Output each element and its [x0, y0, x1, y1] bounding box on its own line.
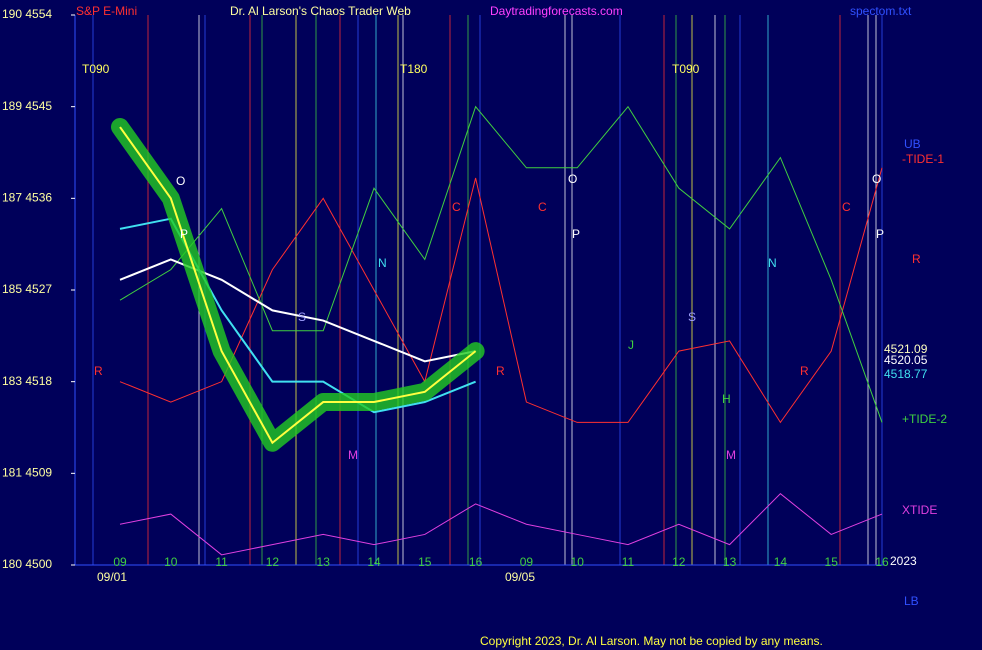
- annotation: M: [726, 448, 736, 462]
- annotation: R: [800, 364, 809, 378]
- annotation: J: [628, 338, 634, 352]
- x-tick-label: 14: [774, 555, 788, 569]
- annotation: N: [378, 256, 387, 270]
- x-tick-label: 10: [164, 555, 178, 569]
- last-value-label: 4520.05: [884, 353, 928, 367]
- annotation: O: [176, 174, 185, 188]
- x-tick-label: 15: [418, 555, 432, 569]
- right-label: LB: [904, 594, 919, 608]
- x-tick-label: 12: [266, 555, 280, 569]
- series-line: [119, 258, 476, 363]
- x-tick-label: 13: [723, 555, 737, 569]
- date-label: 09/05: [505, 570, 535, 584]
- annotation: C: [842, 200, 851, 214]
- year: 2023: [890, 554, 917, 568]
- annotation: T180: [400, 62, 428, 76]
- x-tick-label: 11: [622, 555, 635, 569]
- x-tick-label: 09: [113, 555, 127, 569]
- annotation: C: [452, 200, 461, 214]
- annotation: P: [180, 227, 188, 241]
- annotation: H: [722, 392, 731, 406]
- x-tick-label: 14: [367, 555, 381, 569]
- x-tick-label: 12: [672, 555, 686, 569]
- annotation: C: [538, 200, 547, 214]
- file-name: spectom.txt: [850, 4, 912, 18]
- x-tick-label: 11: [215, 555, 228, 569]
- annotation: M: [348, 448, 358, 462]
- series-line: [119, 126, 477, 445]
- symbol: S&P E-Mini: [76, 4, 137, 18]
- right-label: UB: [904, 137, 921, 151]
- annotation: P: [572, 227, 580, 241]
- y-tick-label: 181 4509: [2, 466, 52, 480]
- chart-title: Dr. Al Larson's Chaos Trader Web: [230, 4, 411, 18]
- date-label: 09/01: [97, 570, 127, 584]
- annotation: P: [876, 227, 884, 241]
- series-line: [119, 493, 883, 556]
- annotation: R: [94, 364, 103, 378]
- annotation: S: [298, 310, 306, 324]
- x-tick-label: 15: [825, 555, 839, 569]
- x-tick-label: 10: [571, 555, 585, 569]
- annotation: N: [768, 256, 777, 270]
- copyright: Copyright 2023, Dr. Al Larson. May not b…: [480, 634, 823, 648]
- y-tick-label: 189 4545: [2, 99, 52, 113]
- annotation: T090: [672, 62, 700, 76]
- last-value-label: 4518.77: [884, 367, 928, 381]
- y-tick-label: 187 4536: [2, 191, 52, 205]
- annotation: O: [568, 172, 577, 186]
- annotation: S: [688, 310, 696, 324]
- x-tick-label: 09: [520, 555, 534, 569]
- right-label: -TIDE-1: [902, 152, 944, 166]
- right-label: R: [912, 252, 921, 266]
- last-value-label: 4521.09: [884, 342, 928, 356]
- x-tick-label: 13: [317, 555, 331, 569]
- x-tick-label: 16: [469, 555, 483, 569]
- series-line: [119, 167, 883, 424]
- annotation: R: [496, 364, 505, 378]
- right-label: XTIDE: [902, 503, 937, 517]
- right-label: +TIDE-2: [902, 412, 947, 426]
- y-tick-label: 190 4554: [2, 7, 52, 21]
- series-line: [119, 105, 883, 423]
- y-tick-label: 180 4500: [2, 557, 52, 571]
- x-tick-label: 16: [875, 555, 889, 569]
- y-tick-label: 185 4527: [2, 282, 52, 296]
- annotation: O: [872, 172, 881, 186]
- annotation: T090: [82, 62, 110, 76]
- site-link[interactable]: Daytradingforecasts.com: [490, 4, 623, 18]
- y-tick-label: 183 4518: [2, 374, 52, 388]
